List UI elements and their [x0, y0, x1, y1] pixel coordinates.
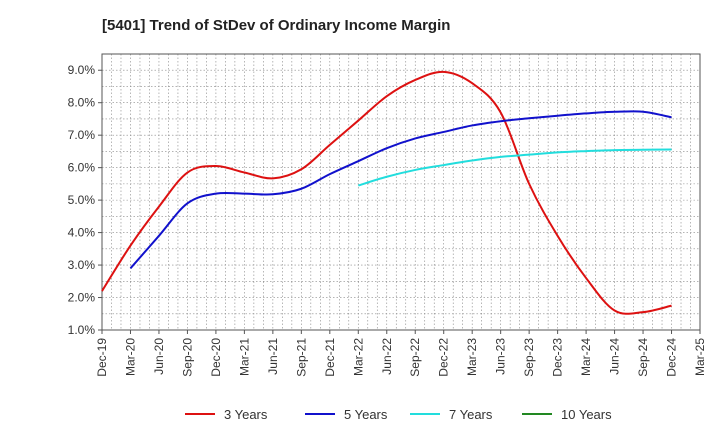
x-tick-label: Mar-24 — [579, 338, 593, 376]
x-axis-ticks: Dec-19 Mar-20 Jun-20 Sep-20 Dec-20 Mar-21 Jun-… — [95, 330, 707, 377]
axes — [101, 53, 701, 331]
y-axis-ticks: 1.0% 2.0% 3.0% 4.0% 5.0% 6.0% 7.0% 8.0% 9.0% — [68, 63, 102, 337]
x-tick-label: Dec-20 — [209, 338, 223, 377]
x-tick-label: Sep-21 — [294, 338, 308, 377]
plot-frame — [101, 53, 701, 331]
x-tick-label: Sep-23 — [522, 338, 536, 377]
y-tick-label: 2.0% — [68, 291, 96, 305]
x-tick-label: Mar-25 — [693, 338, 707, 376]
x-tick-label: Dec-19 — [95, 338, 109, 377]
x-tick-label: Dec-23 — [551, 338, 565, 377]
x-tick-label: Jun-21 — [266, 338, 280, 375]
y-tick-label: 4.0% — [68, 226, 96, 240]
x-tick-label: Jun-20 — [152, 338, 166, 375]
y-tick-label: 3.0% — [68, 258, 96, 272]
y-tick-label: 7.0% — [68, 128, 96, 142]
x-tick-label: Dec-24 — [665, 338, 679, 377]
series-line-7-years — [357, 148, 672, 187]
x-tick-label: Jun-24 — [608, 338, 622, 375]
series-lines — [101, 70, 672, 315]
x-tick-label: Mar-23 — [465, 338, 479, 376]
x-tick-label: Sep-24 — [636, 338, 650, 377]
chart-title: [5401] Trend of StDev of Ordinary Income… — [102, 17, 450, 34]
x-tick-label: Sep-22 — [408, 338, 422, 377]
x-tick-label: Jun-22 — [380, 338, 394, 375]
y-tick-label: 1.0% — [68, 323, 96, 337]
legend-label: 7 Years — [449, 407, 493, 422]
legend-label: 10 Years — [561, 407, 612, 422]
x-tick-label: Mar-21 — [237, 338, 251, 376]
series-line-3-years — [101, 70, 672, 315]
legend-label: 3 Years — [224, 407, 268, 422]
y-tick-label: 9.0% — [68, 63, 96, 77]
y-tick-label: 6.0% — [68, 161, 96, 175]
x-tick-label: Jun-23 — [494, 338, 508, 375]
plot-area — [102, 54, 700, 330]
x-tick-label: Sep-20 — [180, 338, 194, 377]
x-tick-label: Mar-20 — [123, 338, 137, 376]
x-tick-label: Dec-21 — [323, 338, 337, 377]
series-line-5-years — [129, 110, 672, 269]
grid — [101, 53, 700, 331]
legend-label: 5 Years — [344, 407, 388, 422]
y-tick-label: 8.0% — [68, 96, 96, 110]
x-tick-label: Dec-22 — [437, 338, 451, 377]
y-tick-label: 5.0% — [68, 193, 96, 207]
legend: 3 Years 5 Years 7 Years 10 Years — [185, 407, 612, 422]
x-tick-label: Mar-22 — [351, 338, 365, 376]
